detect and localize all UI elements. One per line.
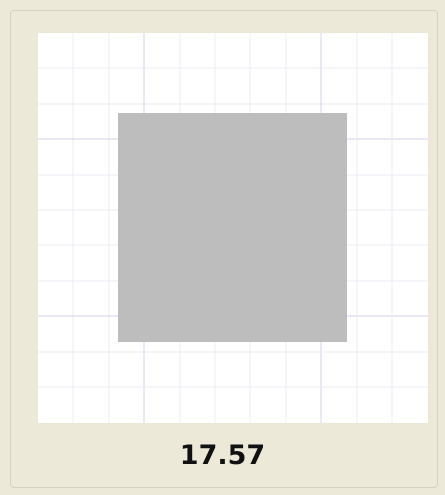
value-label: 17.57	[179, 440, 266, 471]
gray-square	[118, 113, 347, 342]
grid-panel	[38, 33, 428, 423]
